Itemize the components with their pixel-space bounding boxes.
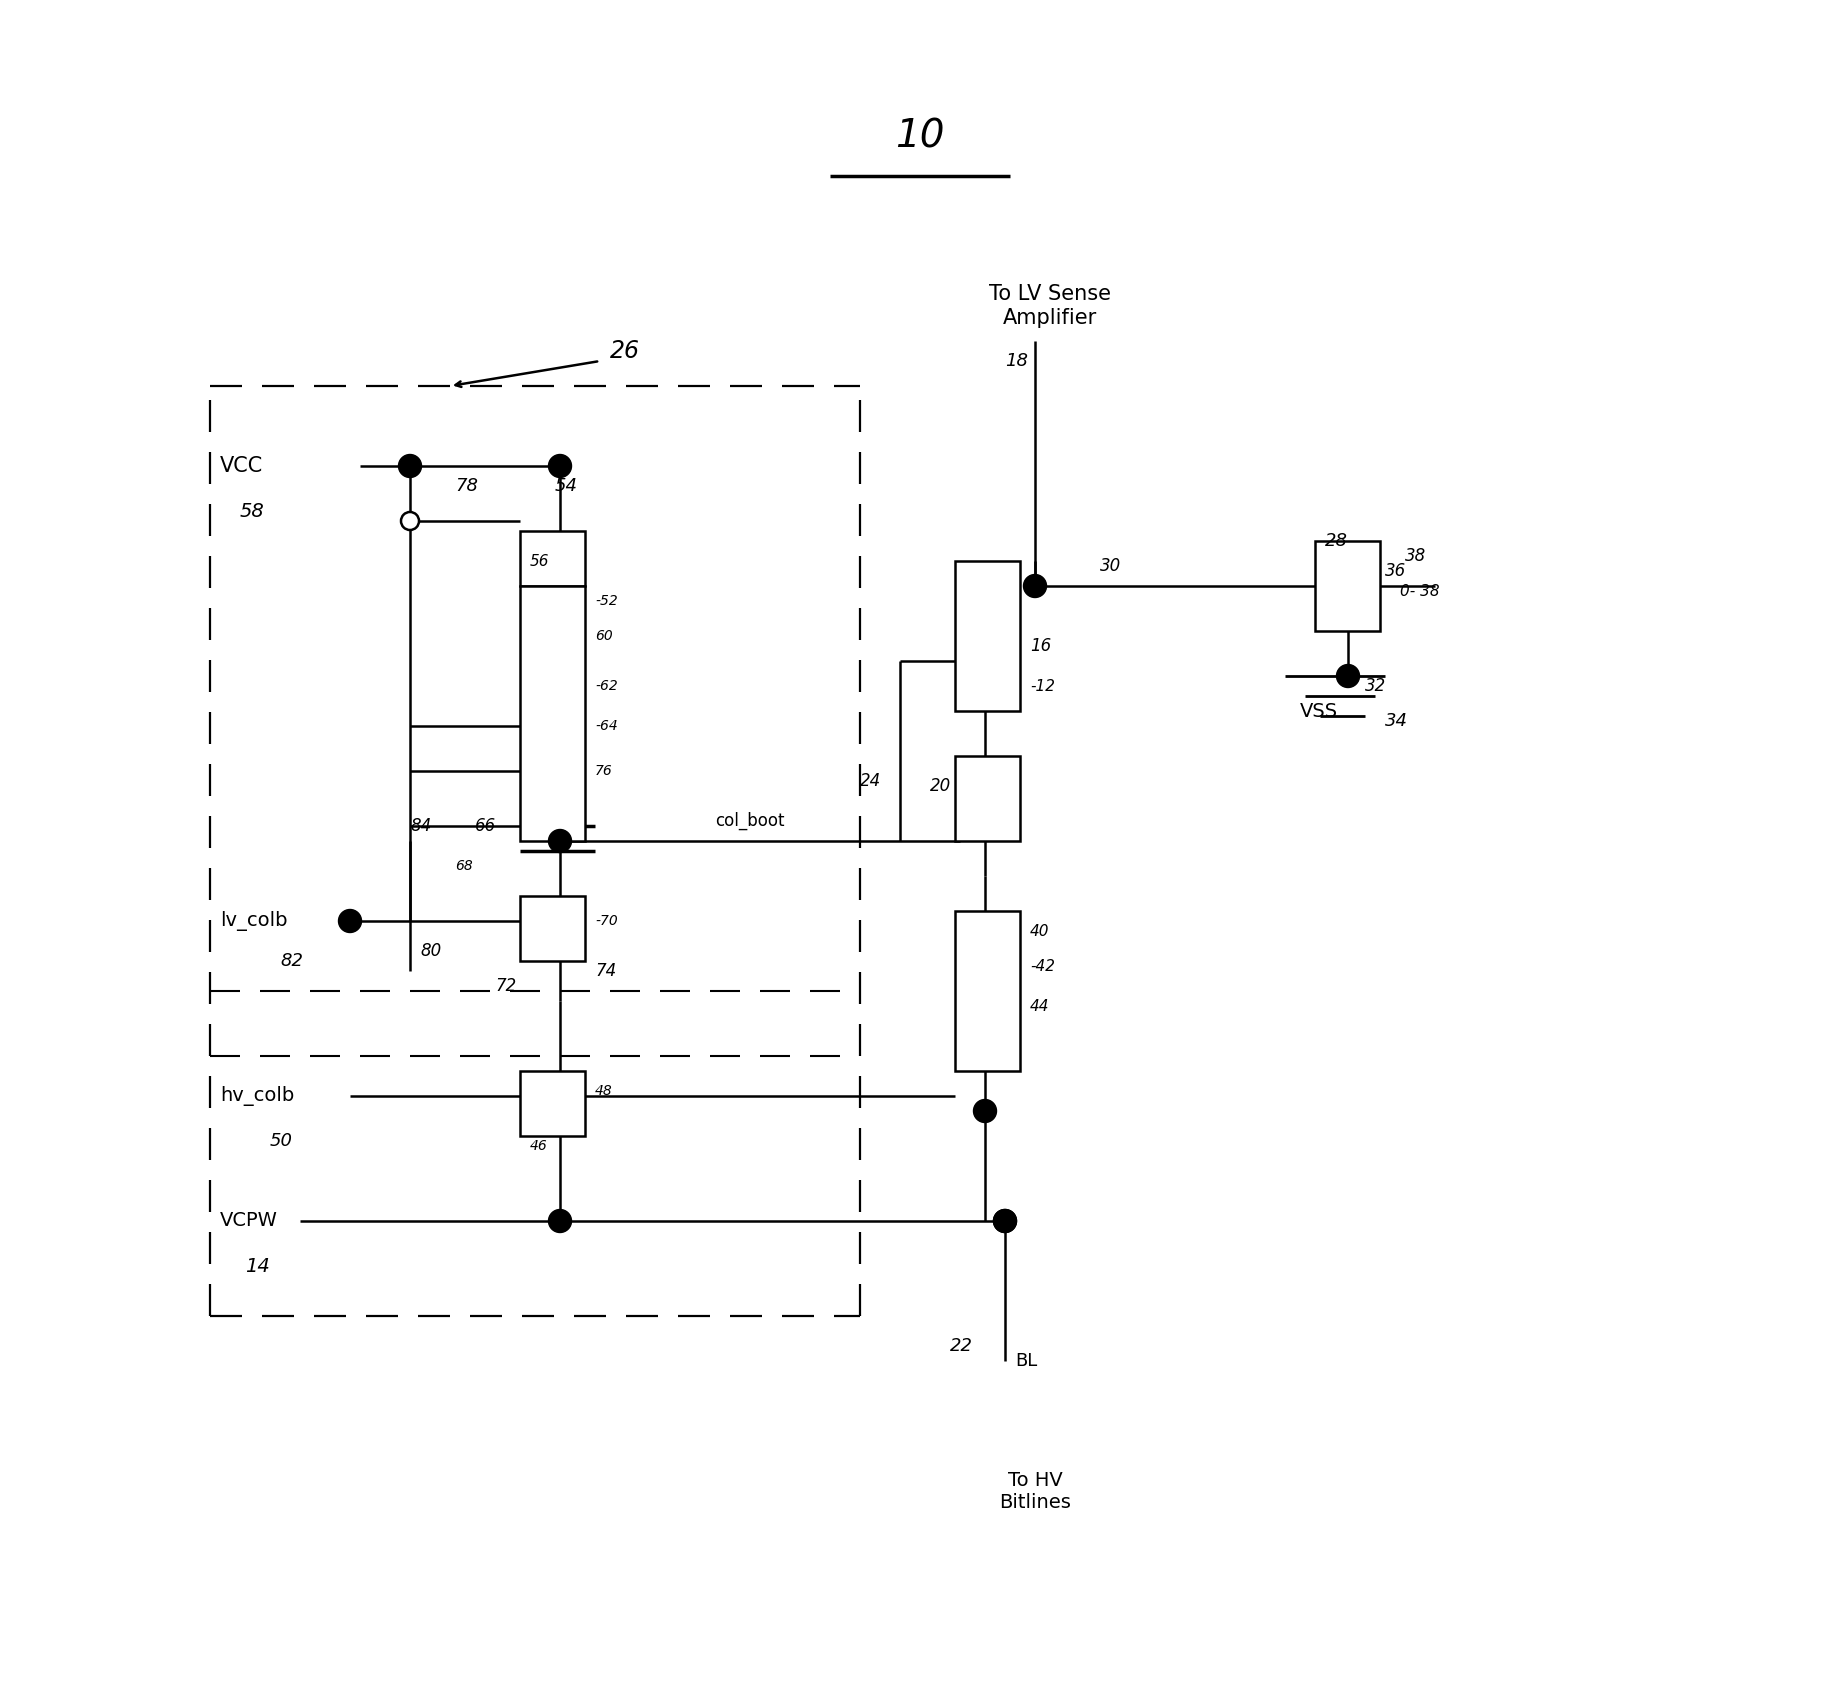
Circle shape bbox=[549, 829, 571, 853]
Text: VCPW: VCPW bbox=[220, 1211, 277, 1231]
Text: 30: 30 bbox=[1101, 556, 1121, 575]
Text: 82: 82 bbox=[281, 951, 303, 970]
Text: 50: 50 bbox=[270, 1131, 294, 1150]
Text: 56: 56 bbox=[530, 553, 550, 568]
Text: 48: 48 bbox=[595, 1084, 613, 1097]
Text: 10: 10 bbox=[896, 117, 946, 154]
Text: 60: 60 bbox=[595, 629, 613, 643]
Circle shape bbox=[549, 455, 571, 478]
Text: col_boot: col_boot bbox=[715, 812, 785, 829]
Text: 38: 38 bbox=[1406, 548, 1426, 565]
Bar bbox=[521, 531, 585, 587]
Text: -12: -12 bbox=[1031, 678, 1055, 694]
Text: 22: 22 bbox=[949, 1336, 973, 1355]
Text: -70: -70 bbox=[595, 914, 617, 928]
Text: -64: -64 bbox=[595, 719, 617, 733]
Circle shape bbox=[1023, 575, 1047, 597]
Text: 74: 74 bbox=[595, 962, 617, 980]
Text: 68: 68 bbox=[454, 858, 473, 873]
Text: 58: 58 bbox=[240, 502, 264, 521]
Text: VSS: VSS bbox=[1300, 702, 1337, 721]
Text: 24: 24 bbox=[861, 772, 881, 790]
Text: -42: -42 bbox=[1031, 958, 1055, 974]
Text: 80: 80 bbox=[419, 941, 441, 960]
Text: 84: 84 bbox=[410, 817, 430, 834]
Bar bbox=[521, 1070, 585, 1136]
Text: 20: 20 bbox=[931, 777, 951, 795]
Text: 32: 32 bbox=[1365, 677, 1387, 695]
Text: 78: 78 bbox=[454, 477, 478, 495]
Text: 66: 66 bbox=[475, 817, 497, 834]
Text: 34: 34 bbox=[1385, 712, 1407, 729]
Bar bbox=[521, 895, 585, 962]
Text: 18: 18 bbox=[1005, 353, 1029, 370]
Text: 46: 46 bbox=[530, 1140, 549, 1153]
Circle shape bbox=[1337, 665, 1359, 687]
Circle shape bbox=[994, 1209, 1016, 1233]
Circle shape bbox=[399, 455, 421, 478]
Circle shape bbox=[549, 1209, 571, 1233]
Circle shape bbox=[401, 512, 419, 531]
Text: 28: 28 bbox=[1324, 533, 1348, 550]
Text: -62: -62 bbox=[595, 678, 617, 694]
Bar bbox=[521, 587, 585, 841]
Text: lv_colb: lv_colb bbox=[220, 911, 288, 931]
Text: To LV Sense
Amplifier: To LV Sense Amplifier bbox=[988, 285, 1112, 327]
Circle shape bbox=[994, 1209, 1016, 1233]
Circle shape bbox=[973, 1099, 997, 1123]
Circle shape bbox=[338, 909, 362, 933]
Text: 16: 16 bbox=[1031, 638, 1051, 655]
Text: 44: 44 bbox=[1031, 999, 1049, 1014]
Bar bbox=[955, 911, 1020, 1070]
Text: 36: 36 bbox=[1385, 561, 1406, 580]
Text: 26: 26 bbox=[610, 339, 641, 363]
Text: 72: 72 bbox=[495, 977, 517, 996]
Text: hv_colb: hv_colb bbox=[220, 1085, 294, 1106]
Text: VCC: VCC bbox=[220, 456, 264, 477]
Text: 14: 14 bbox=[246, 1257, 270, 1275]
Text: 40: 40 bbox=[1031, 924, 1049, 938]
Text: 76: 76 bbox=[595, 763, 613, 778]
Text: -52: -52 bbox=[595, 594, 617, 607]
Text: 54: 54 bbox=[554, 477, 578, 495]
Text: To HV
Bitlines: To HV Bitlines bbox=[999, 1470, 1071, 1511]
Text: 0- 38: 0- 38 bbox=[1400, 583, 1439, 599]
Text: BL: BL bbox=[1016, 1352, 1038, 1370]
Bar bbox=[955, 561, 1020, 711]
Bar bbox=[955, 756, 1020, 841]
Bar bbox=[1315, 541, 1380, 631]
